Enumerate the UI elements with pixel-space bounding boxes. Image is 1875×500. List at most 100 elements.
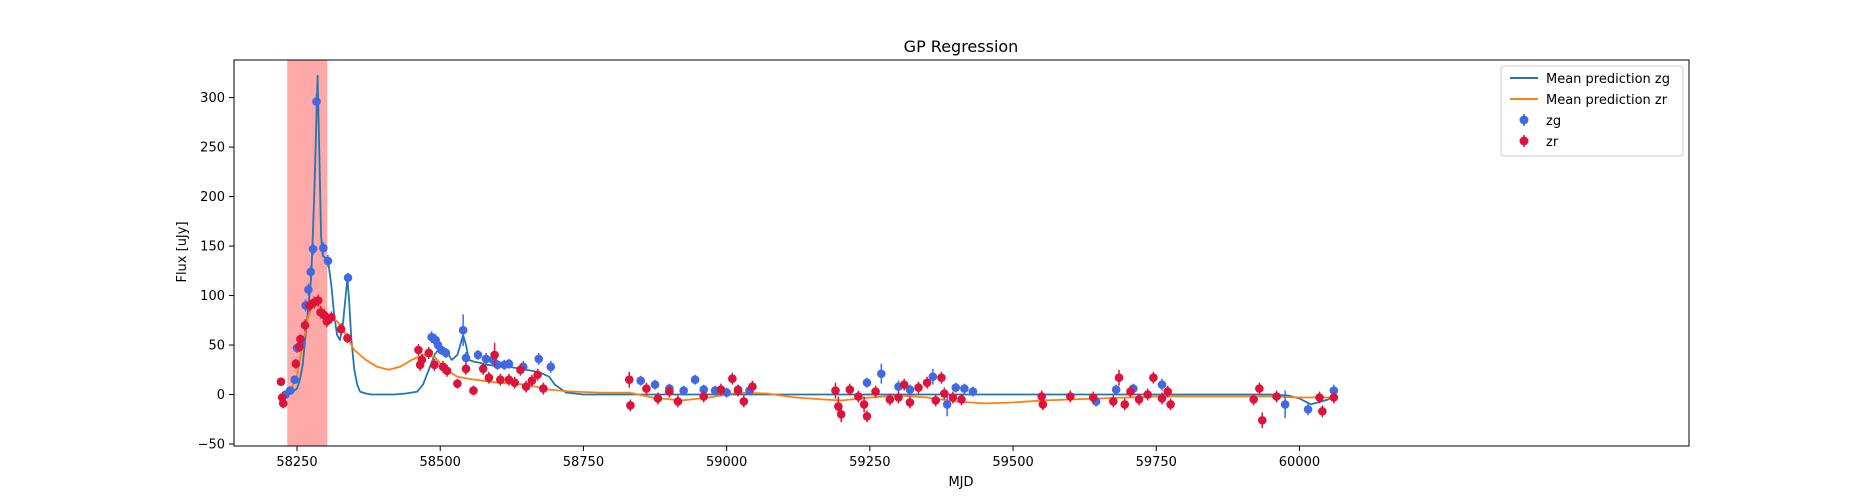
zr-data-point <box>1066 392 1075 401</box>
zr-data-point <box>490 350 499 360</box>
y-tick-label: 200 <box>200 190 225 205</box>
zr-data-point <box>831 386 840 395</box>
legend-label-zg-line: Mean prediction zg <box>1546 72 1670 87</box>
zr-data-point <box>1126 387 1135 396</box>
zg-data-point <box>968 387 978 396</box>
zr-data-point <box>1120 400 1130 409</box>
zr-data-point <box>948 393 958 402</box>
zg-data-point <box>942 400 952 409</box>
zr-data-point <box>885 395 895 404</box>
y-tick-label: 50 <box>208 339 225 354</box>
zr-data-point <box>343 333 352 343</box>
y-tick-label: 100 <box>200 289 225 304</box>
zg-data-point <box>290 375 300 384</box>
zr-data-point <box>922 378 932 387</box>
zr-data-point <box>278 399 288 408</box>
zr-data-point <box>733 386 743 395</box>
zr-data-point <box>1037 392 1046 401</box>
zr-data-point <box>527 376 537 385</box>
zg-data-point <box>461 353 471 363</box>
y-tick-label: 0 <box>217 388 225 403</box>
x-tick-label: 60000 <box>1279 455 1320 470</box>
zr-data-point <box>1109 397 1118 406</box>
zg-data-point <box>304 285 313 294</box>
zr-data-point <box>461 364 471 374</box>
zr-data-point <box>1329 393 1339 402</box>
x-tick-label: 59500 <box>992 455 1033 470</box>
zr-data-point <box>894 393 903 402</box>
zg-data-point <box>458 325 468 335</box>
zr-data-point <box>665 387 674 396</box>
y-axis-label: Flux [uJy] <box>175 221 190 282</box>
zr-data-point <box>957 395 966 404</box>
zg-data-point <box>473 350 483 360</box>
zr-data-point <box>899 380 909 389</box>
zr-data-point <box>276 377 286 386</box>
zr-data-point <box>478 364 488 374</box>
zr-data-point <box>642 384 651 393</box>
zr-data-point <box>430 360 439 370</box>
zr-data-point <box>1315 393 1324 402</box>
zg-data-point <box>1280 400 1290 409</box>
zg-data-point <box>319 243 328 253</box>
zr-data-point <box>871 387 880 396</box>
zr-data-point <box>626 401 635 410</box>
chart-title: GP Regression <box>904 37 1019 56</box>
zr-data-point <box>521 382 531 391</box>
legend-label-zg-points: zg <box>1546 114 1561 129</box>
zg-data-point <box>960 384 969 393</box>
zr-data-point <box>748 382 757 391</box>
zr-data-point <box>510 378 519 387</box>
zr-data-point <box>1255 384 1264 393</box>
zr-data-point <box>313 296 323 305</box>
zr-data-point <box>417 355 427 365</box>
zg-data-point <box>343 273 353 283</box>
zg-data-point <box>306 267 316 277</box>
zr-data-point <box>673 397 683 406</box>
zg-data-point <box>679 386 688 395</box>
legend: Mean prediction zg Mean prediction zr zg… <box>1500 65 1684 157</box>
zr-data-point <box>496 375 505 384</box>
zr-data-point <box>862 412 872 421</box>
zg-data-point <box>1157 380 1167 389</box>
zr-data-point <box>1166 400 1175 409</box>
zr-data-point <box>653 394 663 403</box>
zr-data-point <box>1134 395 1144 404</box>
zr-data-point <box>1318 407 1327 416</box>
x-tick-label: 58750 <box>563 455 604 470</box>
zr-data-point <box>300 320 310 330</box>
zr-data-point <box>327 313 336 322</box>
zr-data-point <box>484 373 494 383</box>
zr-data-point <box>914 383 923 392</box>
y-axis: −50 0 50 100 150 200 250 300 <box>198 91 234 453</box>
legend-marker-zr <box>1519 136 1529 146</box>
zr-data-point <box>1149 373 1158 383</box>
zg-data-point <box>1303 405 1313 414</box>
zr-data-point <box>442 366 452 376</box>
zr-data-point <box>940 389 949 398</box>
legend-marker-zg <box>1519 115 1529 125</box>
zr-data-point <box>859 400 869 409</box>
x-tick-label: 59000 <box>706 455 747 470</box>
y-tick-label: −50 <box>198 438 225 453</box>
x-tick-label: 59750 <box>1136 455 1177 470</box>
zg-data-point <box>877 369 886 379</box>
zr-data-point <box>296 334 305 344</box>
zg-data-point <box>951 383 961 392</box>
legend-label-zr-points: zr <box>1546 135 1559 150</box>
legend-label-zr-line: Mean prediction zr <box>1546 93 1668 108</box>
zr-data-point <box>516 365 525 375</box>
zr-data-point <box>699 392 709 401</box>
zr-data-point <box>336 324 346 334</box>
zr-data-point <box>453 379 462 388</box>
x-tick-label: 58250 <box>276 455 317 470</box>
y-tick-label: 250 <box>200 141 225 156</box>
zr-data-point <box>624 375 634 384</box>
x-axis: 58250 58500 58750 59000 59250 59500 59750 60000 <box>276 446 1320 470</box>
zg-data-point <box>285 386 295 395</box>
zg-data-point <box>905 385 915 394</box>
zg-data-point <box>928 372 938 382</box>
zr-data-point <box>1038 400 1048 409</box>
zr-data-point <box>424 348 434 358</box>
